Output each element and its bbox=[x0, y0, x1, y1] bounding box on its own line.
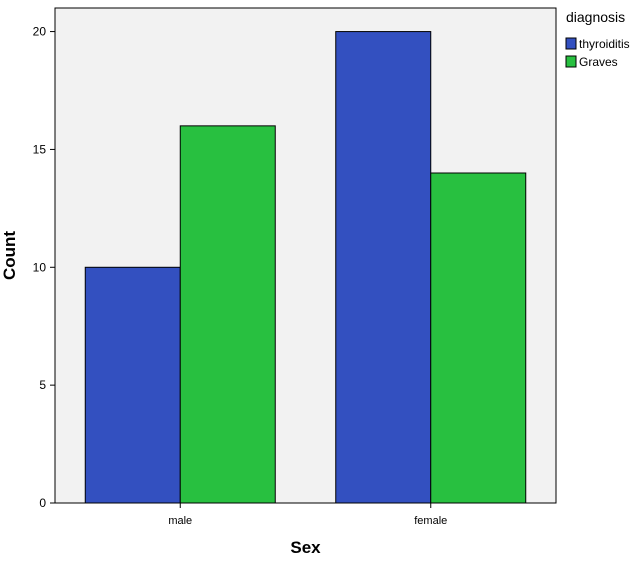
x-tick-label: female bbox=[414, 515, 447, 527]
bars-layer bbox=[84, 31, 527, 504]
y-tick-label: 15 bbox=[33, 142, 47, 156]
bar-thyroiditis-female bbox=[335, 31, 432, 504]
legend-swatch-graves bbox=[565, 55, 577, 68]
legend: diagnosis thyroiditis Graves bbox=[565, 9, 630, 69]
x-axis-label: Sex bbox=[290, 538, 321, 557]
y-tick-label: 0 bbox=[39, 496, 46, 510]
x-tick-label: male bbox=[168, 515, 192, 527]
y-tick-label: 10 bbox=[33, 260, 47, 274]
legend-swatch-thyroiditis bbox=[565, 37, 577, 50]
legend-items: thyroiditis Graves bbox=[565, 37, 630, 69]
bar-graves-male bbox=[179, 125, 276, 504]
y-axis-label: Count bbox=[0, 231, 19, 280]
y-tick-label: 5 bbox=[39, 378, 46, 392]
legend-label-thyroiditis: thyroiditis bbox=[579, 37, 630, 51]
x-axis: male female bbox=[168, 503, 447, 527]
legend-label-graves: Graves bbox=[579, 55, 618, 69]
bar-graves-female bbox=[430, 172, 527, 504]
y-tick-label: 20 bbox=[33, 25, 47, 39]
legend-title: diagnosis bbox=[566, 9, 625, 25]
plot-frame bbox=[54, 7, 557, 504]
bar-thyroiditis-male bbox=[84, 266, 181, 504]
y-axis: 0 5 10 15 20 bbox=[33, 25, 55, 510]
